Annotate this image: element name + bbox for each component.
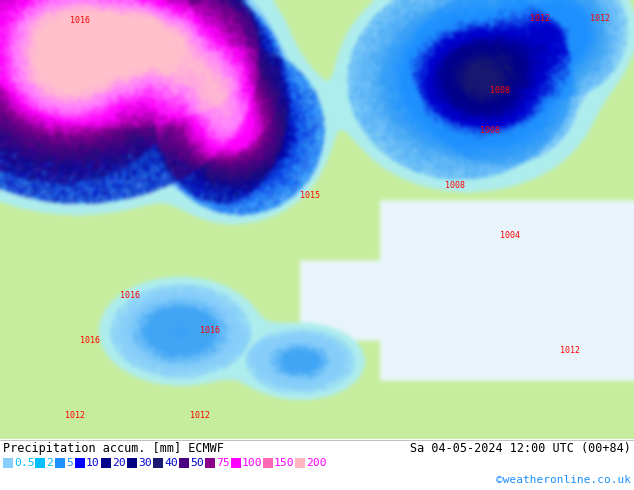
- Text: ©weatheronline.co.uk: ©weatheronline.co.uk: [496, 475, 631, 485]
- Text: 1008: 1008: [445, 181, 465, 190]
- Text: 40: 40: [164, 458, 178, 468]
- Bar: [127, 458, 137, 468]
- Bar: [153, 458, 163, 468]
- Bar: [101, 458, 111, 468]
- Text: 2: 2: [46, 458, 53, 468]
- Text: 20: 20: [112, 458, 126, 468]
- Text: 1016: 1016: [70, 16, 90, 24]
- Bar: [205, 458, 215, 468]
- Text: 50: 50: [190, 458, 204, 468]
- Text: 1008: 1008: [480, 125, 500, 135]
- Text: 1012: 1012: [590, 14, 610, 23]
- Text: Precipitation accum. [mm] ECMWF: Precipitation accum. [mm] ECMWF: [3, 441, 224, 455]
- Text: 1016: 1016: [80, 336, 100, 345]
- Bar: [55, 458, 65, 468]
- Text: 1008: 1008: [490, 86, 510, 95]
- Text: 5: 5: [66, 458, 73, 468]
- Text: 1016: 1016: [120, 291, 140, 300]
- Text: 1012: 1012: [530, 14, 550, 23]
- Text: 1016: 1016: [200, 326, 220, 335]
- Text: 1015: 1015: [300, 191, 320, 200]
- Text: 75: 75: [216, 458, 230, 468]
- Text: 10: 10: [86, 458, 100, 468]
- Bar: [75, 458, 85, 468]
- Text: 1004: 1004: [500, 231, 520, 240]
- Bar: [3, 458, 13, 468]
- Text: 1012: 1012: [190, 411, 210, 420]
- Text: Sa 04-05-2024 12:00 UTC (00+84): Sa 04-05-2024 12:00 UTC (00+84): [410, 441, 631, 455]
- Text: 1012: 1012: [65, 411, 85, 420]
- Text: 150: 150: [274, 458, 295, 468]
- Bar: [35, 458, 45, 468]
- Bar: [231, 458, 241, 468]
- Text: 30: 30: [138, 458, 152, 468]
- Bar: [295, 458, 305, 468]
- Text: 100: 100: [242, 458, 262, 468]
- Text: 1012: 1012: [560, 346, 580, 355]
- Text: 0.5: 0.5: [14, 458, 35, 468]
- Bar: [179, 458, 189, 468]
- Text: 200: 200: [306, 458, 327, 468]
- Bar: [263, 458, 273, 468]
